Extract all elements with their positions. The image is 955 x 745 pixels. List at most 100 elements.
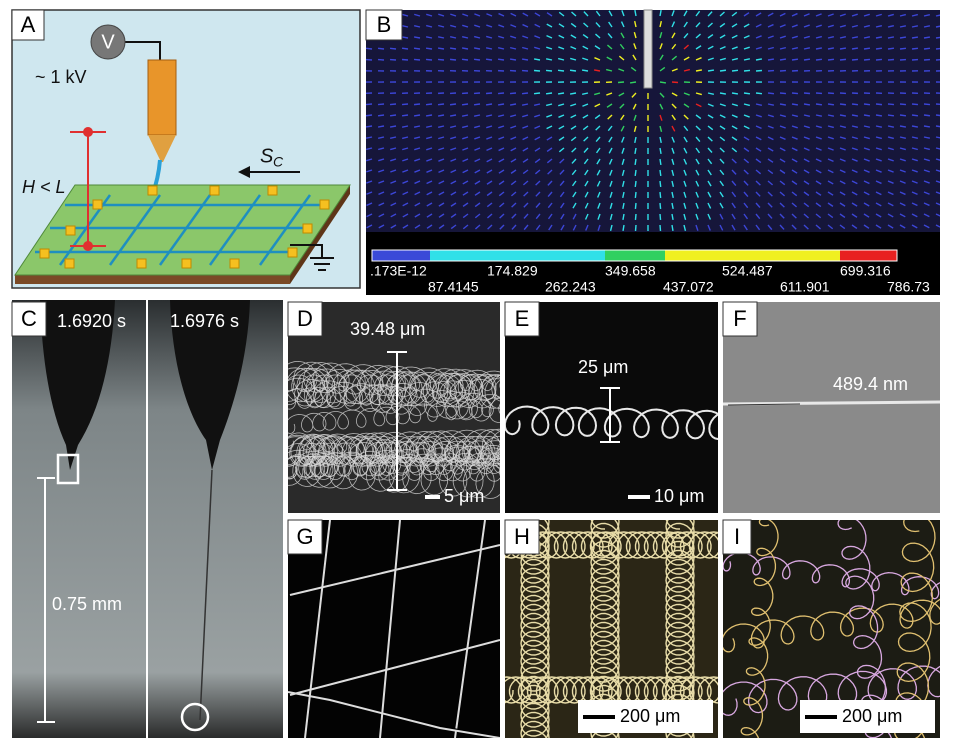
wire [124, 41, 161, 60]
field-vector [935, 180, 940, 184]
field-vector [791, 147, 798, 152]
field-vector [473, 58, 481, 61]
colorbar-label: 437.072 [663, 279, 714, 295]
field-vector [779, 147, 786, 152]
field-vector [899, 191, 906, 196]
field-vector [683, 136, 688, 143]
field-vector [522, 147, 529, 152]
field-vector [803, 13, 810, 17]
field-vector [609, 213, 613, 220]
field-vector [911, 13, 918, 17]
field-vector [425, 36, 433, 39]
field-vector [827, 125, 834, 129]
field-vector [389, 103, 397, 106]
field-vector [695, 114, 702, 120]
field-vector [414, 180, 421, 185]
field-vector [779, 224, 785, 230]
field-vector [743, 224, 748, 231]
panel-label: D [297, 306, 313, 331]
field-vector [863, 24, 870, 28]
field-vector [851, 13, 858, 17]
field-vector [634, 202, 637, 210]
field-vector [377, 114, 385, 117]
field-vector [695, 45, 702, 50]
field-vector [425, 103, 433, 106]
field-vector [755, 114, 762, 118]
field-vector [839, 125, 846, 129]
field-vector [450, 213, 457, 219]
panel-background [288, 520, 500, 738]
field-vector [618, 92, 625, 97]
field-vector [923, 25, 931, 28]
field-vector [671, 55, 678, 61]
field-vector [497, 58, 505, 61]
field-vector [572, 191, 577, 198]
voltage-label: ~ 1 kV [35, 67, 87, 87]
field-vector [851, 103, 859, 106]
field-vector [426, 24, 433, 28]
field-vector [911, 47, 919, 50]
field-vector [402, 224, 409, 229]
field-vector [378, 158, 385, 162]
field-vector [683, 213, 687, 220]
field-vector [695, 125, 701, 131]
colorbar-label: 262.243 [545, 279, 596, 295]
field-vector [731, 213, 736, 220]
field-vector [634, 169, 637, 177]
field-vector [486, 169, 493, 174]
field-vector [584, 180, 589, 187]
field-vector [683, 56, 690, 61]
field-vector [618, 55, 625, 61]
field-vector [887, 202, 894, 207]
field-vector [719, 136, 726, 142]
field-vector [899, 169, 906, 173]
field-vector [899, 136, 907, 140]
field-vector [707, 11, 713, 17]
field-vector [584, 213, 589, 220]
field-vector [389, 114, 397, 117]
field-vector [743, 147, 750, 153]
field-vector [498, 180, 505, 186]
field-vector [839, 191, 846, 196]
field-vector [743, 125, 750, 130]
field-vector [571, 158, 577, 164]
field-vector [486, 136, 493, 140]
field-vector [719, 202, 724, 209]
field-vector [450, 147, 457, 151]
field-vector [474, 191, 481, 196]
field-vector [671, 103, 677, 109]
field-vector [935, 36, 940, 39]
field-vector [629, 81, 637, 84]
field-vector [402, 13, 409, 17]
field-vector [634, 10, 637, 17]
field-vector [803, 158, 810, 163]
field-vector [449, 47, 457, 50]
field-vector [719, 125, 726, 130]
field-vector [522, 23, 529, 28]
field-vector [366, 125, 373, 128]
field-vector [606, 103, 613, 108]
field-vector [839, 136, 846, 140]
field-vector [779, 12, 786, 17]
colorbar-label: 524.487 [722, 263, 773, 279]
field-vector [572, 202, 577, 209]
field-vector [630, 66, 637, 72]
field-vector [863, 114, 871, 117]
field-vector [767, 180, 774, 186]
field-vector [743, 158, 750, 164]
field-vector [923, 103, 931, 106]
field-vector [695, 169, 700, 176]
fiber-coil [288, 452, 500, 478]
field-vector [779, 92, 787, 95]
field-vector [534, 158, 541, 164]
time-label: 1.6976 s [170, 311, 239, 331]
field-vector [755, 158, 762, 164]
field-vector [535, 191, 541, 197]
nozzle [148, 135, 176, 162]
field-vector [559, 180, 565, 187]
field-vector [767, 58, 775, 61]
field-vector [425, 125, 433, 128]
fiber-coil [288, 360, 500, 402]
field-vector [755, 191, 761, 197]
field-vector [620, 125, 625, 132]
